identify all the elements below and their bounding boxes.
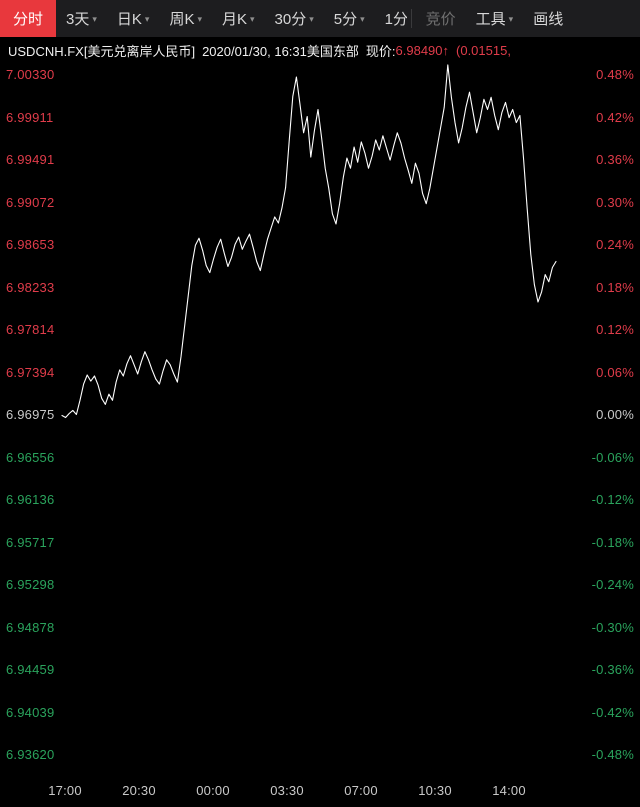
price-change-value: (0.01515,: [456, 42, 511, 58]
chevron-down-icon: ▾: [309, 14, 314, 24]
tab-daily-k-label: 日K: [116, 11, 142, 28]
percent-axis-label: 0.30%: [596, 194, 634, 210]
chevron-down-icon: ▾: [250, 14, 255, 24]
price-axis-label: 6.96975: [6, 407, 55, 422]
current-price-label: 现价:: [365, 43, 396, 59]
tab-5min-label: 5分: [333, 11, 358, 28]
price-axis-label: 6.93620: [6, 747, 55, 762]
price-axis-label: 6.98233: [6, 279, 55, 295]
price-axis-label: 6.99072: [6, 194, 55, 210]
percent-axis-label: -0.42%: [591, 704, 634, 720]
tab-draw-line-label: 画线: [533, 11, 564, 28]
price-axis-label: 6.97814: [6, 322, 55, 337]
percent-axis-label: -0.06%: [591, 449, 634, 465]
price-axis-label: 6.94039: [6, 704, 55, 720]
percent-axis-label: -0.30%: [591, 619, 634, 635]
current-price-value: 6.98490: [395, 42, 443, 58]
chevron-down-icon: ▾: [92, 14, 97, 24]
percent-axis-label: 0.06%: [596, 364, 634, 380]
price-axis-label: 6.99491: [6, 152, 55, 167]
tab-1min-label: 1分: [384, 11, 407, 28]
price-axis-label: 6.96556: [6, 449, 55, 465]
tab-30min-label: 30分: [274, 11, 307, 28]
price-axis-label: 6.98653: [6, 237, 55, 252]
percent-axis-label: 0.18%: [596, 279, 634, 295]
time-axis-label: 20:30: [122, 783, 156, 798]
symbol-name: USDCNH.FX[美元兑离岸人民币]: [8, 43, 196, 59]
percent-axis-label: 0.36%: [596, 152, 634, 167]
tab-3day[interactable]: 3天 ▾: [56, 0, 107, 37]
tab-minute[interactable]: 分时: [0, 0, 57, 37]
chevron-down-icon: ▾: [144, 14, 150, 24]
tab-minute-label: 分时: [13, 11, 44, 28]
tab-auction[interactable]: 竞价: [416, 0, 466, 37]
tab-5min[interactable]: 5分 ▾: [324, 0, 375, 37]
percent-axis-label: -0.18%: [591, 534, 634, 550]
price-axis-label: 6.97394: [6, 364, 55, 380]
tab-weekly-k[interactable]: 周K ▾: [159, 0, 212, 37]
tab-3day-label: 3天: [66, 11, 90, 28]
tab-monthly-k[interactable]: 月K ▾: [212, 0, 265, 37]
percent-axis-label: -0.36%: [591, 662, 634, 677]
percent-axis-label: -0.48%: [591, 747, 634, 762]
time-axis-label: 07:00: [344, 783, 378, 798]
price-axis-label: 6.94459: [6, 662, 55, 677]
time-axis-label: 14:00: [492, 783, 526, 798]
period-toolbar: 分时 3天 ▾ 日K ▾ 周K ▾ 月K ▾ 30分 ▾ 5分 ▾ 1分 竞价 …: [0, 0, 640, 37]
price-axis-label: 6.95298: [6, 577, 55, 592]
percent-axis-label: -0.12%: [591, 492, 634, 507]
tab-weekly-k-label: 周K: [169, 11, 195, 28]
quote-datetime: 2020/01/30, 16:31美国东部: [202, 43, 359, 59]
percent-axis-label: 0.12%: [596, 322, 634, 337]
percent-axis-label: -0.24%: [591, 577, 634, 592]
time-axis-label: 00:00: [196, 783, 230, 798]
tab-1min[interactable]: 1分: [375, 0, 407, 37]
tab-auction-label: 竞价: [425, 11, 456, 28]
quote-info-bar: USDCNH.FX[美元兑离岸人民币] 2020/01/30, 16:31美国东…: [0, 37, 640, 63]
percent-axis-label: 0.24%: [596, 237, 634, 252]
chevron-down-icon: ▾: [508, 14, 514, 24]
price-axis-label: 6.94878: [6, 619, 55, 635]
tab-daily-k[interactable]: 日K ▾: [107, 0, 160, 37]
arrow-up-icon: ↑: [442, 42, 450, 58]
time-axis-label: 10:30: [418, 783, 452, 798]
price-line: [61, 64, 557, 419]
price-axis-label: 6.95717: [6, 534, 55, 550]
tab-draw-line[interactable]: 画线: [523, 0, 573, 37]
price-axis-label: 7.00330: [6, 67, 55, 82]
chevron-down-icon: ▾: [360, 14, 365, 24]
tab-tools[interactable]: 工具 ▾: [466, 0, 524, 37]
toolbar-divider: [410, 9, 412, 28]
tab-30min[interactable]: 30分 ▾: [265, 0, 324, 37]
time-axis-label: 03:30: [270, 783, 304, 798]
percent-axis-label: 0.42%: [596, 109, 634, 125]
tab-tools-label: 工具: [475, 11, 506, 28]
percent-axis-label: 0.00%: [596, 407, 634, 422]
time-axis-label: 17:00: [48, 783, 82, 798]
chevron-down-icon: ▾: [197, 14, 202, 24]
tab-monthly-k-label: 月K: [221, 11, 247, 28]
price-axis-label: 6.96136: [6, 492, 55, 507]
percent-axis-label: 0.48%: [596, 67, 634, 82]
price-axis-label: 6.99911: [6, 109, 54, 125]
